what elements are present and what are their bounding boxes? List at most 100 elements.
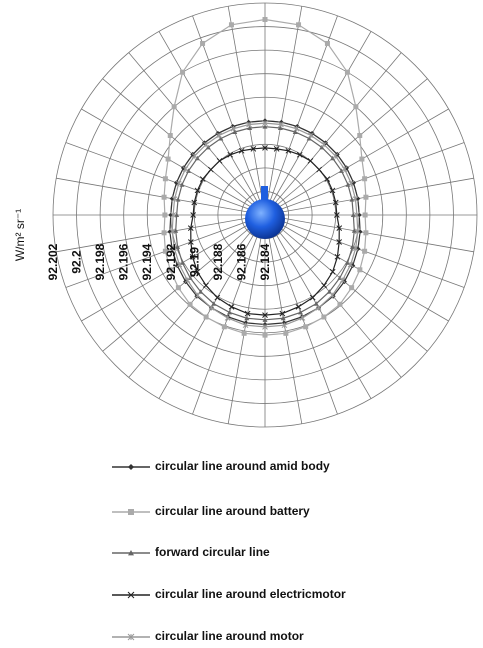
marker <box>349 244 355 249</box>
marker <box>224 315 231 321</box>
marker <box>171 245 178 251</box>
body-icon <box>245 186 285 239</box>
marker <box>184 277 191 283</box>
marker <box>336 225 343 231</box>
marker <box>354 228 361 235</box>
marker <box>351 228 357 233</box>
marker <box>333 212 340 218</box>
marker <box>161 194 167 200</box>
marker <box>262 317 268 322</box>
marker <box>162 176 168 182</box>
r-tick-label: 92.186 <box>234 243 248 280</box>
marker <box>321 282 327 289</box>
r-tick-label: 92.202 <box>46 243 60 280</box>
marker <box>278 121 284 128</box>
marker <box>187 225 194 231</box>
marker <box>216 158 223 164</box>
r-tick-label: 92.19 <box>187 247 201 277</box>
marker <box>174 263 180 269</box>
spoke <box>264 214 338 415</box>
labels: 92.184 92.186 92.188 92.19 92.192 92.194 92.19… <box>46 243 272 280</box>
marker <box>262 332 268 338</box>
marker <box>363 194 369 200</box>
marker <box>190 212 197 218</box>
marker <box>200 40 206 46</box>
marker <box>180 69 186 75</box>
legend-label: circular line around electricmotor <box>155 587 346 601</box>
marker <box>338 168 344 173</box>
marker <box>262 145 268 151</box>
marker <box>262 120 268 126</box>
marker <box>208 166 214 173</box>
marker <box>363 230 369 236</box>
marker <box>321 314 327 320</box>
marker <box>189 253 196 260</box>
marker <box>292 129 298 134</box>
legend: circular line around amid body circular l… <box>112 459 346 643</box>
marker <box>182 166 189 172</box>
marker <box>299 315 306 321</box>
spoke <box>264 78 428 216</box>
marker <box>162 212 168 218</box>
spoke <box>81 214 266 322</box>
spoke <box>264 214 474 253</box>
marker <box>324 40 330 46</box>
marker <box>194 187 201 194</box>
marker <box>238 147 245 154</box>
marker <box>280 315 286 321</box>
body-stick <box>261 186 268 208</box>
marker <box>175 285 181 291</box>
marker <box>241 330 247 336</box>
spoke <box>56 177 266 216</box>
marker <box>244 310 251 317</box>
marker <box>329 268 336 275</box>
r-tick-label: 92.192 <box>164 243 178 280</box>
marker <box>128 509 134 515</box>
marker <box>232 129 238 134</box>
legend-label: circular line around amid body <box>155 459 330 473</box>
marker <box>128 464 134 470</box>
marker <box>211 301 217 306</box>
spoke <box>264 31 372 216</box>
marker <box>242 322 249 329</box>
marker <box>203 282 209 289</box>
marker <box>198 289 204 294</box>
marker <box>165 156 171 162</box>
marker <box>262 124 268 129</box>
spoke <box>102 214 266 352</box>
marker <box>334 253 341 260</box>
marker <box>296 151 303 158</box>
marker <box>186 168 192 173</box>
marker <box>350 212 356 217</box>
marker <box>321 141 327 148</box>
marker <box>281 322 288 329</box>
marker <box>303 324 309 330</box>
marker <box>316 166 322 173</box>
marker <box>191 153 198 159</box>
marker <box>350 263 356 269</box>
marker <box>273 146 280 152</box>
marker <box>250 146 257 152</box>
marker <box>161 230 167 236</box>
plot <box>161 16 369 338</box>
marker <box>230 125 237 132</box>
marker <box>221 324 227 330</box>
legend-label: circular line around battery <box>155 504 310 518</box>
spoke <box>128 52 266 216</box>
marker <box>216 132 222 139</box>
r-tick-label: 92.196 <box>117 243 131 280</box>
marker <box>191 199 198 206</box>
marker <box>336 239 343 245</box>
r-tick-label: 92.184 <box>258 243 272 280</box>
marker <box>357 133 363 139</box>
marker <box>313 301 319 306</box>
spoke <box>56 214 266 253</box>
marker <box>169 228 176 235</box>
marker <box>297 309 303 315</box>
marker <box>199 176 206 182</box>
marker <box>244 315 250 321</box>
marker <box>176 261 183 268</box>
legend-label: circular line around motor <box>155 629 304 643</box>
spoke <box>81 108 266 216</box>
marker <box>357 267 363 273</box>
